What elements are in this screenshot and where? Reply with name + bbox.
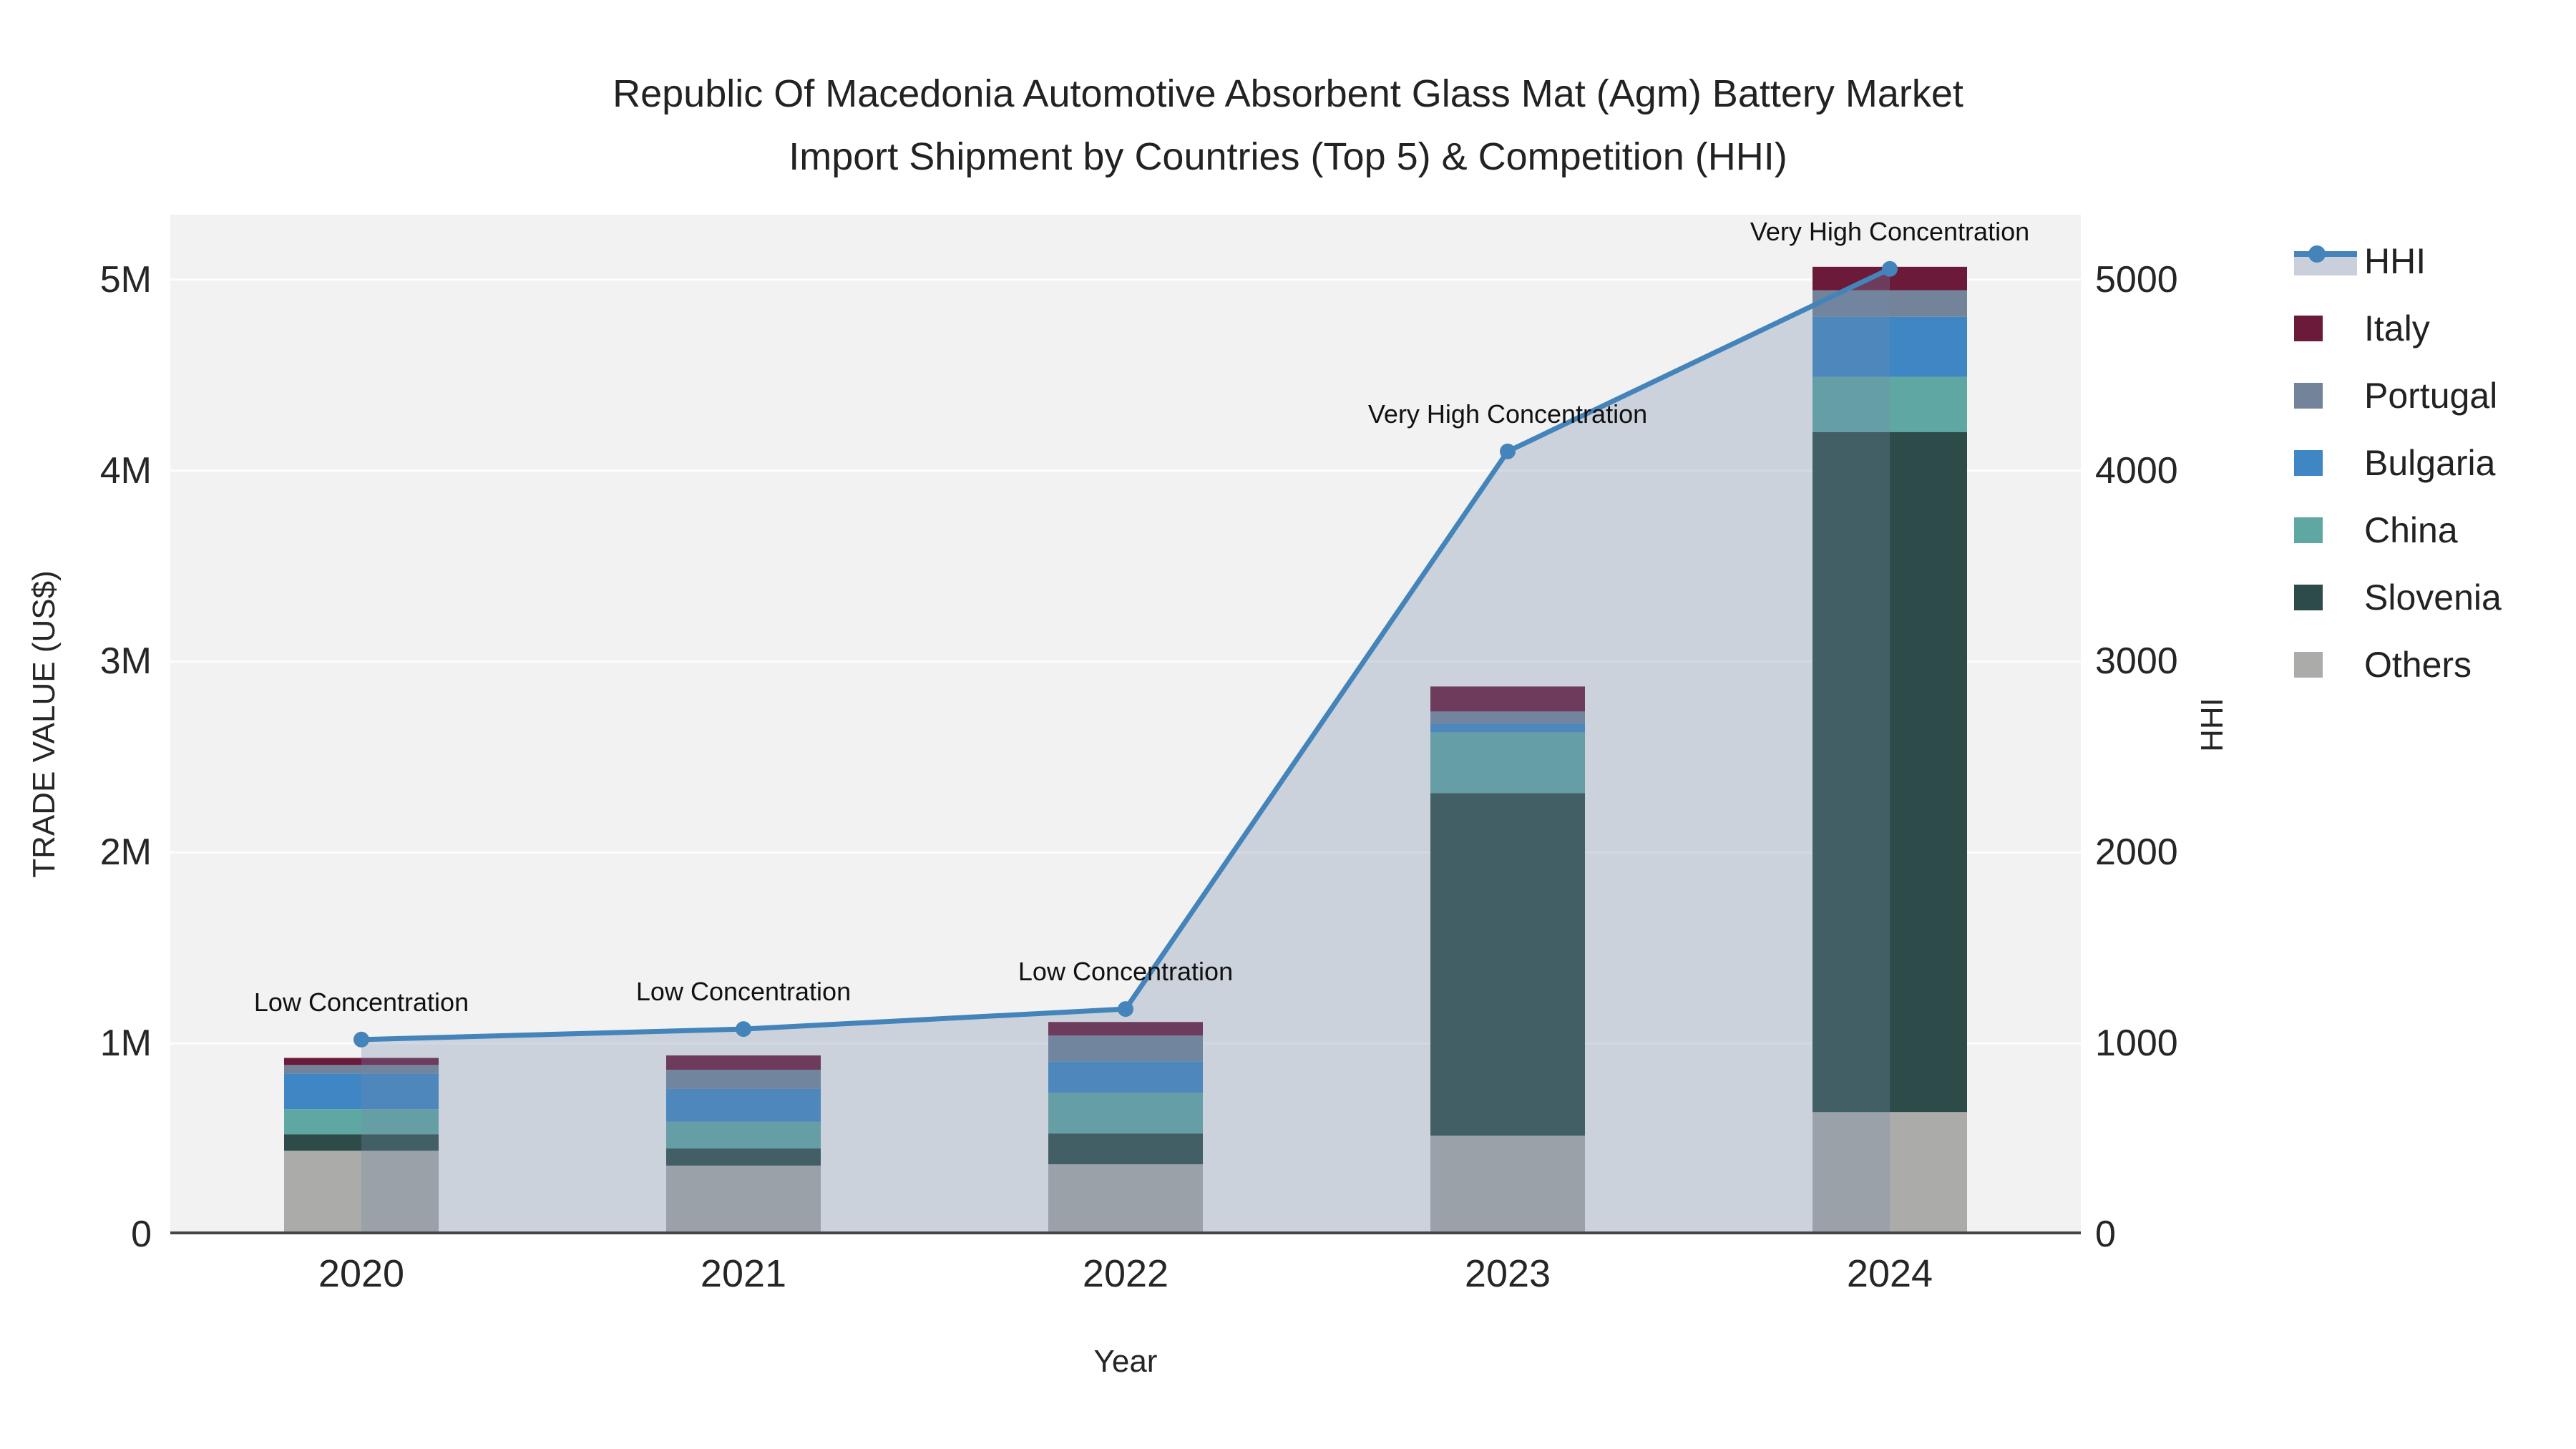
bar-italy-2020[interactable] [284,1058,439,1065]
legend-hhi-line-sample [2294,251,2357,257]
bar-portugal-2021[interactable] [666,1069,821,1089]
y-right-tick-4000: 4000 [2095,449,2178,492]
legend-hhi-line-icon [2294,243,2357,280]
bar-portugal-2020[interactable] [284,1065,439,1074]
legend-hhi-marker-sample [2308,245,2326,263]
chart-title-line2: Import Shipment by Countries (Top 5) & C… [789,135,1787,178]
bar-bulgaria-2021[interactable] [666,1088,821,1122]
bar-bulgaria-2020[interactable] [284,1073,439,1110]
legend-label-hhi: HHI [2364,241,2426,281]
bar-slovenia-2024[interactable] [1813,431,1967,1113]
legend-item-others[interactable]: Others [2294,631,2502,698]
bar-italy-2023[interactable] [1430,686,1585,712]
y-left-tick-1M: 1M [99,1023,152,1065]
annotation-2020: Low Concentration [254,987,469,1017]
bar-bulgaria-2023[interactable] [1430,723,1585,733]
legend-swatch-icon [2294,512,2357,549]
plot-area: Low Concentration Low Concentration Low Co… [170,215,2081,1234]
bar-china-2020[interactable] [284,1109,439,1135]
legend-color-swatch-others [2294,652,2323,678]
legend-label-china: China [2364,510,2458,550]
y-right-tick-2000: 2000 [2095,831,2178,874]
bar-portugal-2023[interactable] [1430,711,1585,724]
legend-swatch-icon [2294,646,2357,683]
x-tick-2023: 2023 [1464,1252,1551,1295]
legend-label-slovenia: Slovenia [2364,577,2502,618]
legend-color-swatch-portugal [2294,383,2323,409]
legend-color-swatch-china [2294,517,2323,543]
hhi-marker-2024[interactable] [1882,260,1898,277]
legend-hhi-area-sample [2294,254,2357,275]
annotation-2022: Low Concentration [1018,957,1233,986]
y-right-tick-1000: 1000 [2095,1023,2178,1065]
bar-others-2023[interactable] [1430,1136,1585,1234]
bar-italy-2022[interactable] [1048,1022,1203,1036]
bar-italy-2021[interactable] [666,1055,821,1070]
legend: HHI Italy Portugal Bulgaria China Slovenia Oth… [2294,228,2502,698]
x-tick-2022: 2022 [1082,1252,1169,1295]
annotation-2024: Very High Concentration [1750,217,2029,246]
legend-swatch-icon [2294,310,2357,347]
x-tick-2021: 2021 [700,1252,787,1295]
y-left-tick-3M: 3M [99,640,152,683]
bar-others-2024[interactable] [1813,1112,1967,1234]
legend-color-swatch-bulgaria [2294,450,2323,476]
y-left-tick-0: 0 [131,1214,152,1255]
x-tick-2020: 2020 [318,1252,405,1295]
bar-slovenia-2022[interactable] [1048,1133,1203,1165]
y-left-tick-5M: 5M [99,258,152,301]
x-axis-title: Year [1093,1344,1158,1379]
hhi-marker-2022[interactable] [1118,1001,1133,1018]
bar-portugal-2022[interactable] [1048,1035,1203,1062]
chart-title-line1: Republic Of Macedonia Automotive Absorbe… [613,72,1963,115]
legend-label-others: Others [2364,645,2472,685]
legend-item-bulgaria[interactable]: Bulgaria [2294,429,2502,497]
bar-others-2021[interactable] [666,1165,821,1234]
bar-slovenia-2023[interactable] [1430,793,1585,1136]
bar-china-2024[interactable] [1813,376,1967,432]
bar-slovenia-2020[interactable] [284,1134,439,1151]
bar-bulgaria-2024[interactable] [1813,316,1967,377]
hhi-marker-2021[interactable] [736,1021,751,1038]
legend-label-italy: Italy [2364,308,2430,348]
hhi-area [361,268,1890,1234]
legend-label-bulgaria: Bulgaria [2364,443,2496,483]
bar-china-2023[interactable] [1430,732,1585,794]
annotation-2021: Low Concentration [636,977,851,1006]
y-left-tick-4M: 4M [99,449,152,492]
legend-label-portugal: Portugal [2364,376,2498,416]
hhi-marker-2023[interactable] [1500,443,1516,459]
legend-item-slovenia[interactable]: Slovenia [2294,564,2502,631]
x-tick-2024: 2024 [1846,1252,1933,1295]
chart-canvas: Low Concentration Low Concentration Low Co… [170,217,2081,1234]
legend-item-china[interactable]: China [2294,497,2502,564]
bar-china-2022[interactable] [1048,1093,1203,1134]
hhi-marker-2020[interactable] [353,1031,369,1048]
legend-color-swatch-slovenia [2294,585,2323,610]
y-right-tick-3000: 3000 [2095,640,2178,683]
y-right-tick-5000: 5000 [2095,258,2178,301]
legend-item-hhi[interactable]: HHI [2294,228,2502,295]
y-axis-title-right: HHI [2195,698,2230,752]
bar-others-2022[interactable] [1048,1164,1203,1234]
y-right-tick-0: 0 [2095,1214,2116,1255]
legend-color-swatch-italy [2294,316,2323,341]
bar-china-2021[interactable] [666,1121,821,1148]
bar-bulgaria-2022[interactable] [1048,1061,1203,1093]
y-left-tick-2M: 2M [99,831,152,874]
legend-item-portugal[interactable]: Portugal [2294,362,2502,429]
legend-swatch-icon [2294,377,2357,414]
legend-swatch-icon [2294,444,2357,482]
bar-slovenia-2021[interactable] [666,1148,821,1166]
legend-swatch-icon [2294,579,2357,616]
legend-item-italy[interactable]: Italy [2294,295,2502,362]
bar-others-2020[interactable] [284,1151,439,1234]
annotation-2023: Very High Concentration [1368,399,1647,429]
